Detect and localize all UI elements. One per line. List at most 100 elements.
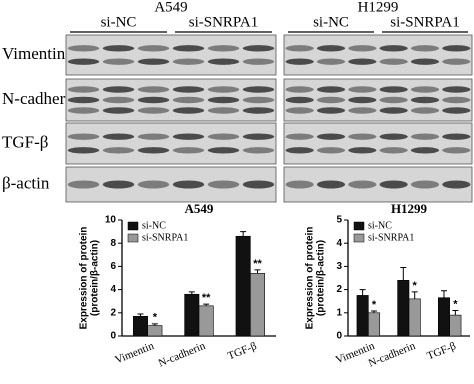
error-bar xyxy=(151,323,158,326)
blot-band xyxy=(379,180,408,189)
blot-band xyxy=(242,107,275,114)
y-tick-label: 2 xyxy=(110,307,116,318)
y-axis-label: Expression of protein xyxy=(305,227,316,330)
blot-band xyxy=(316,107,346,114)
x-tick-label: TGF-β xyxy=(226,340,259,363)
y-tick-label: 10 xyxy=(105,215,117,226)
significance-mark: ** xyxy=(202,292,211,304)
y-tick-label: 3 xyxy=(336,261,342,272)
significance-mark: * xyxy=(153,312,158,324)
error-bar xyxy=(254,269,261,274)
y-tick-label: 4 xyxy=(336,238,342,249)
bar xyxy=(368,312,381,337)
panel-title: A549 xyxy=(154,0,187,15)
blot-band xyxy=(442,180,471,189)
blot-band xyxy=(348,180,377,189)
blot-band xyxy=(442,45,471,52)
blot-band xyxy=(348,58,377,65)
blot-band xyxy=(137,45,170,52)
blot-band xyxy=(285,180,314,189)
bar xyxy=(408,298,421,337)
blot-band xyxy=(67,58,100,65)
blot-band xyxy=(102,107,135,114)
legend-label: si-SNRPA1 xyxy=(368,232,414,243)
blot-band xyxy=(242,45,275,52)
blot-band xyxy=(137,86,170,93)
blot-band xyxy=(207,180,240,189)
blot-band xyxy=(285,45,314,52)
blot-band xyxy=(207,58,240,65)
legend-swatch xyxy=(127,233,139,243)
blot-band xyxy=(442,96,471,104)
y-tick-label: 0 xyxy=(336,331,342,342)
protein-label: TGF-β xyxy=(2,132,48,151)
bar xyxy=(397,280,410,337)
blot-band xyxy=(379,107,408,114)
legend-label: si-NC xyxy=(142,220,166,231)
blot-band xyxy=(207,107,240,114)
y-tick-label: 0 xyxy=(110,331,116,342)
y-tick-label: 5 xyxy=(336,215,342,226)
blot-band xyxy=(172,133,205,140)
blot-band xyxy=(102,86,135,93)
blot-band xyxy=(410,86,440,93)
blot-band xyxy=(316,180,346,189)
blot-band xyxy=(207,133,240,140)
blot-band xyxy=(442,107,471,114)
error-bar xyxy=(400,267,407,281)
blot-band xyxy=(379,96,408,104)
blot-band xyxy=(67,180,100,189)
blot-band xyxy=(316,147,346,154)
x-tick-label: N-cadherin xyxy=(367,340,418,370)
blot-band xyxy=(242,96,275,104)
error-bar xyxy=(137,313,144,317)
blot-band xyxy=(316,58,346,65)
blot-band xyxy=(172,96,205,104)
bar xyxy=(235,235,251,337)
blot-band xyxy=(102,58,135,65)
blot-membrane xyxy=(283,34,473,76)
legend-label: si-SNRPA1 xyxy=(142,232,188,243)
y-tick-label: 1 xyxy=(336,307,342,318)
blot-band xyxy=(172,45,205,52)
y-axis-label: (protein/β-actin) xyxy=(90,240,101,316)
protein-label: Vimentin xyxy=(2,44,66,63)
error-bar xyxy=(452,309,459,316)
protein-label: N-cadherin xyxy=(2,89,79,108)
blot-band xyxy=(442,133,471,140)
blot-band xyxy=(379,133,408,140)
x-tick-label: Vimentin xyxy=(113,340,156,367)
bar xyxy=(184,293,200,337)
legend-swatch xyxy=(353,221,365,231)
blot-band xyxy=(172,58,205,65)
blot-band xyxy=(442,147,471,154)
error-bar xyxy=(203,303,210,306)
blot-band xyxy=(348,45,377,52)
blot-band xyxy=(410,45,440,52)
y-tick-label: 6 xyxy=(110,261,116,272)
blot-band xyxy=(316,133,346,140)
blot-band xyxy=(207,86,240,93)
blot-band xyxy=(102,147,135,154)
blot-band xyxy=(316,96,346,104)
blot-band xyxy=(316,86,346,93)
blot-band xyxy=(410,180,440,189)
chart-title: A549 xyxy=(185,201,214,216)
blot-band xyxy=(207,147,240,154)
blot-band xyxy=(67,107,100,114)
blot-band xyxy=(348,133,377,140)
blot-band xyxy=(172,180,205,189)
blot-band xyxy=(102,180,135,189)
blot-band xyxy=(67,133,100,140)
blot-band xyxy=(137,133,170,140)
blot-band xyxy=(442,86,471,93)
significance-mark: ** xyxy=(253,258,262,270)
blot-band xyxy=(242,147,275,154)
bar xyxy=(198,305,214,337)
y-tick-label: 2 xyxy=(336,284,342,295)
bar xyxy=(132,315,148,337)
blot-band xyxy=(207,45,240,52)
western-blots: Vimentin N-cadherin TGF-β β-actin A549 si-NC s… xyxy=(2,0,473,203)
chart-title: H1299 xyxy=(391,201,428,216)
